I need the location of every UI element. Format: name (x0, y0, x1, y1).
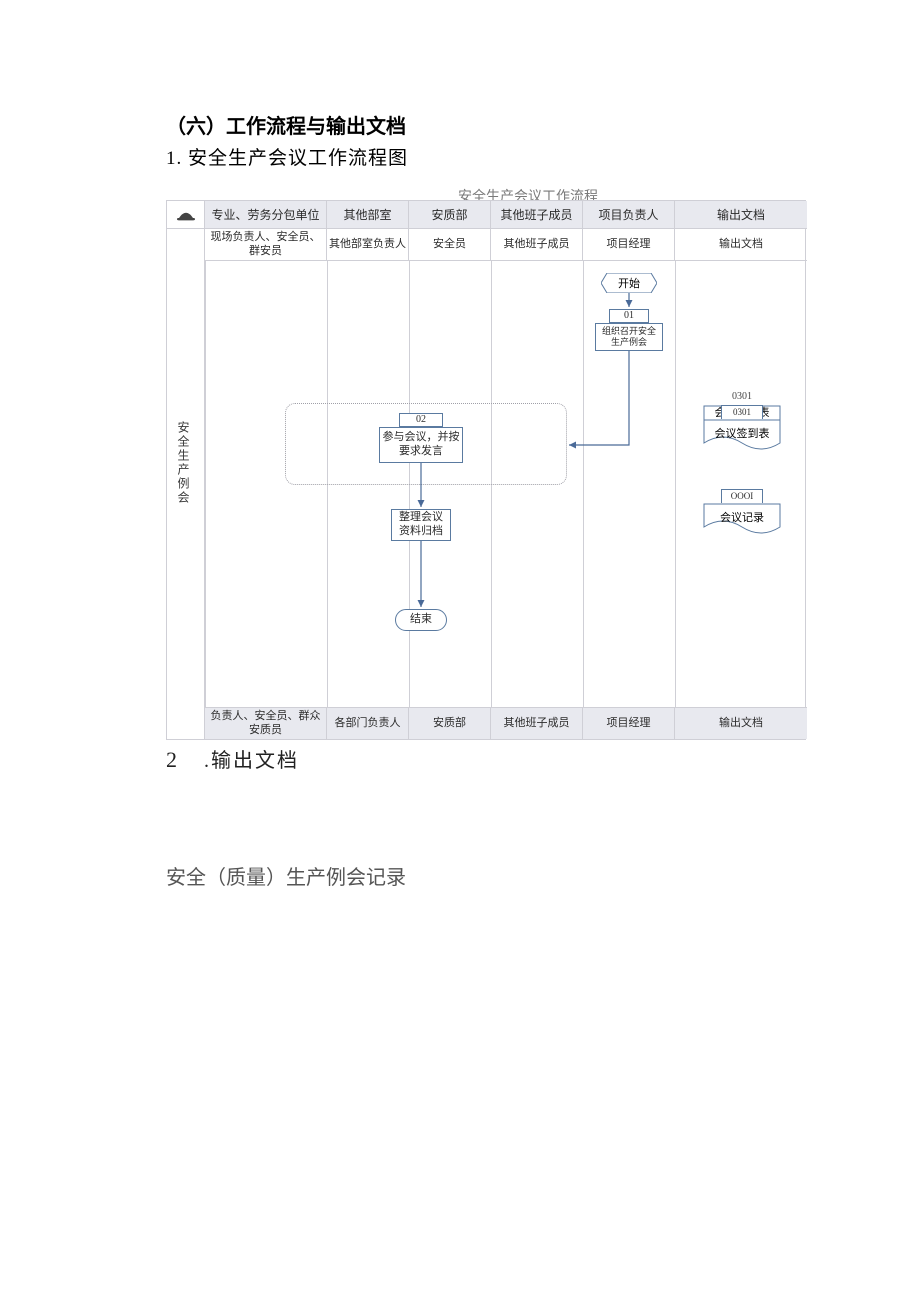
side-label: 安全生产例会 (175, 421, 192, 505)
flowchart-container: 安全生产例会 专业、劳务分包单位 其他部室 安质部 其他班子成员 项目负责人 输… (166, 200, 806, 740)
section2-number: 2 (166, 747, 200, 773)
col-sub-5: 项目经理 (583, 229, 675, 261)
col-header-6: 输出文档 (675, 201, 807, 229)
section-subheading: 1. 安全生产会议工作流程图 (166, 143, 890, 170)
doc-2-label-text: 会议记录 (703, 509, 781, 525)
doc-1-shape: 会议签到表 (703, 419, 781, 453)
body-text: 安全（质量）生产例会记录 (166, 861, 890, 890)
end-node: 结束 (395, 609, 447, 631)
hardhat-icon (177, 208, 195, 222)
col-header-5: 项目负责人 (583, 201, 675, 229)
start-label: 开始 (618, 275, 640, 291)
doc-2-shape: 会议记录 (703, 503, 781, 537)
doc-1-code: 0301 (703, 391, 781, 402)
doc-1-codebox: 0301 (721, 405, 763, 419)
node-01-text: 组织召开安全生产例会 (595, 323, 663, 351)
col-footer-3: 安质部 (409, 707, 491, 739)
node-03-text: 整理会议资料归档 (391, 509, 451, 541)
col-header-1: 专业、劳务分包单位 (205, 201, 327, 229)
col-footer-1: 负责人、安全员、群众安质员 (205, 707, 327, 739)
logo-cell (167, 201, 205, 229)
col-header-3: 安质部 (409, 201, 491, 229)
col-sub-1: 现场负责人、安全员、群安员 (205, 229, 327, 261)
col-footer-5: 项目经理 (583, 707, 675, 739)
node-02-text: 参与会议，并按要求发言 (379, 427, 463, 463)
start-node: 开始 (601, 273, 657, 293)
col-sub-3: 安全员 (409, 229, 491, 261)
section2-text: .输出文档 (204, 750, 299, 772)
col-header-2: 其他部室 (327, 201, 409, 229)
doc-2-codebox: OOOI (721, 489, 763, 503)
section-heading: （六）工作流程与输出文档 (166, 110, 890, 139)
doc-1-label-text: 会议签到表 (703, 425, 781, 441)
col-footer-4: 其他班子成员 (491, 707, 583, 739)
col-sub-4: 其他班子成员 (491, 229, 583, 261)
node-01-code: 01 (609, 309, 649, 323)
col-footer-6: 输出文档 (675, 707, 807, 739)
col-sub-2: 其他部室负责人 (327, 229, 409, 261)
col-sub-6: 输出文档 (675, 229, 807, 261)
node-02-code: 02 (399, 413, 443, 427)
col-footer-2: 各部门负责人 (327, 707, 409, 739)
col-header-4: 其他班子成员 (491, 201, 583, 229)
